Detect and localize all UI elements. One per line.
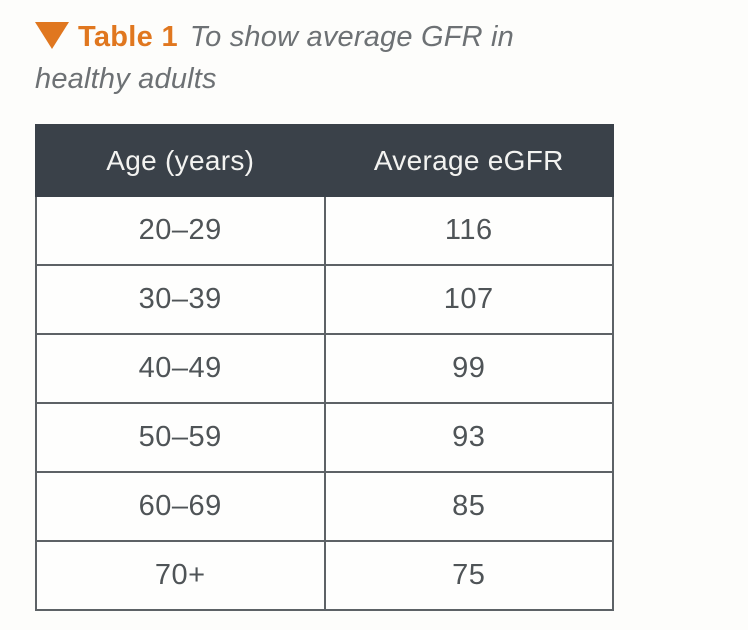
egfr-cell: 116	[323, 195, 614, 267]
egfr-cell: 107	[323, 264, 614, 336]
table-row: 70+ 75	[35, 540, 614, 612]
egfr-cell: 75	[323, 540, 614, 612]
gfr-table: Age (years) Average eGFR 20–29 116 30–39…	[35, 124, 614, 612]
table-caption: Table 1 To show average GFR in healthy ad…	[35, 16, 655, 100]
document-page: Table 1 To show average GFR in healthy ad…	[35, 16, 655, 612]
egfr-cell: 85	[323, 471, 614, 543]
table-row: 60–69 85	[35, 471, 614, 543]
age-cell: 70+	[35, 540, 326, 612]
table-caption-text-line1: To show average GFR in	[189, 21, 514, 53]
table-caption-label: Table 1	[78, 21, 178, 53]
triangle-down-icon	[35, 22, 69, 49]
table-row: 50–59 93	[35, 402, 614, 474]
column-header-egfr: Average eGFR	[323, 124, 614, 198]
age-cell: 20–29	[35, 195, 326, 267]
age-cell: 30–39	[35, 264, 326, 336]
age-cell: 60–69	[35, 471, 326, 543]
age-cell: 40–49	[35, 333, 326, 405]
table-row: 40–49 99	[35, 333, 614, 405]
table-caption-text-line2: healthy adults	[35, 63, 217, 96]
egfr-cell: 93	[323, 402, 614, 474]
table-row: 30–39 107	[35, 264, 614, 336]
table-row: 20–29 116	[35, 195, 614, 267]
age-cell: 50–59	[35, 402, 326, 474]
table-header-row: Age (years) Average eGFR	[35, 124, 614, 198]
column-header-age: Age (years)	[35, 124, 326, 198]
egfr-cell: 99	[323, 333, 614, 405]
